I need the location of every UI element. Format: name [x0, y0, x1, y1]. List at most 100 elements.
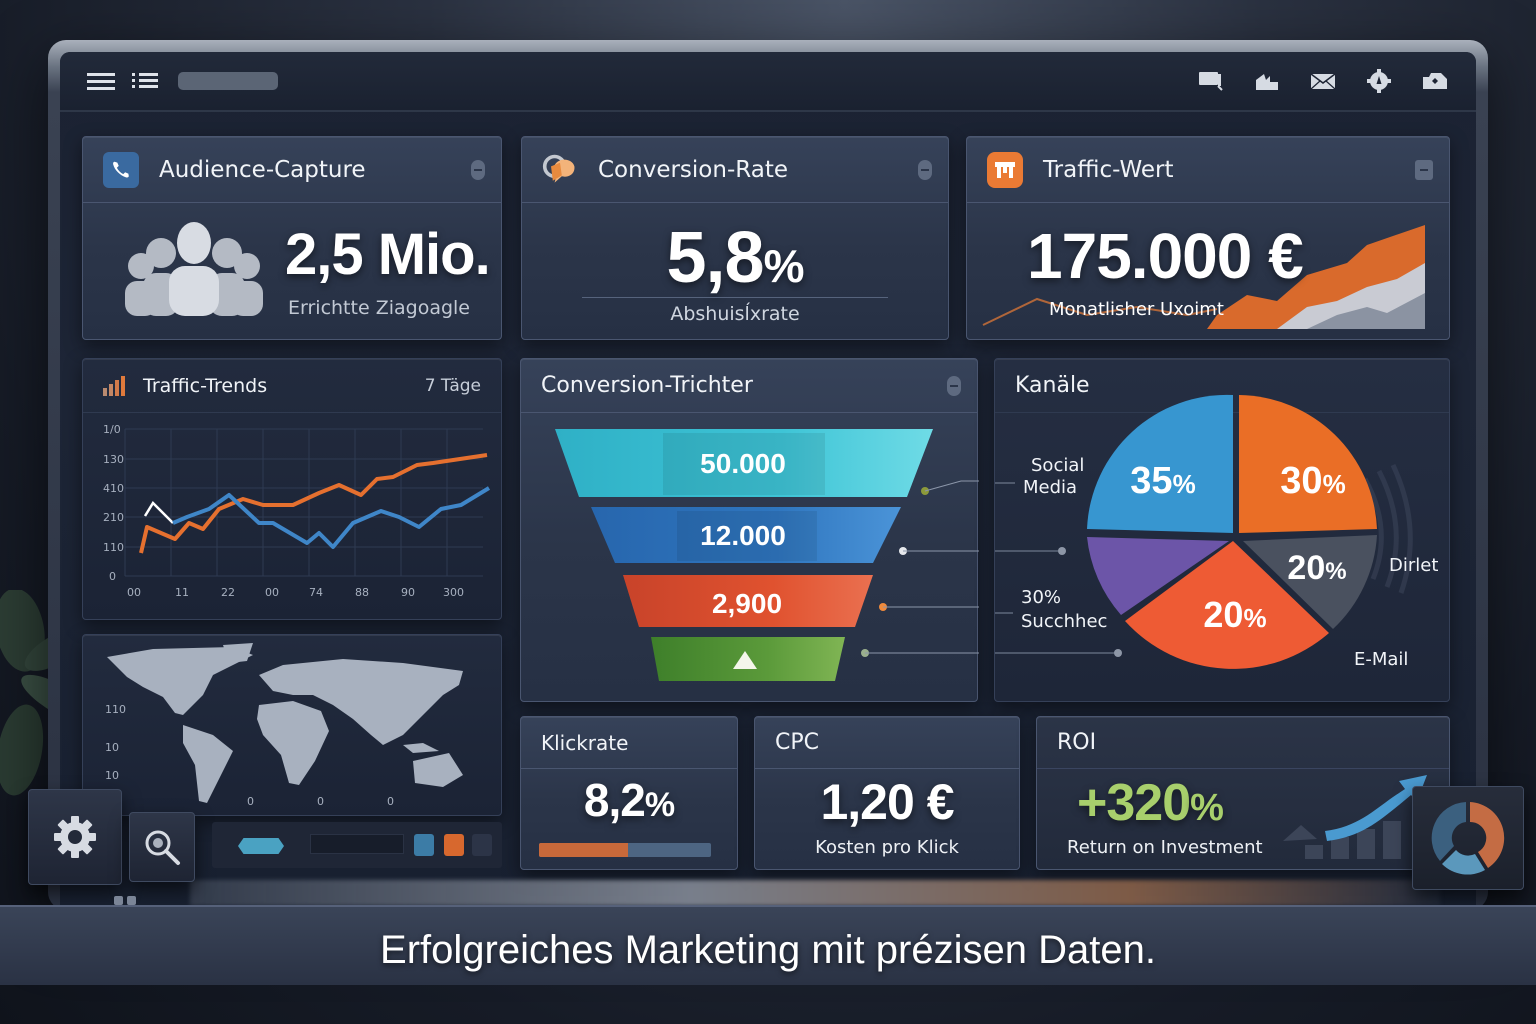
- hamburger-menu-icon[interactable]: [86, 69, 116, 93]
- pager-dots: [114, 896, 136, 905]
- ctr-value: 8,2: [583, 774, 646, 826]
- legend-social-media: Media: [1023, 477, 1077, 498]
- phone-icon: [103, 151, 139, 188]
- toggle-pill[interactable]: [238, 838, 284, 854]
- audience-value: 2,5 Mio.: [285, 222, 491, 287]
- ctr-value-wrap: 8,2%: [521, 773, 737, 827]
- conversion-rate-card: Conversion-Rate 5,8% Abshuisĺxrate: [521, 136, 949, 340]
- funnel-stage-2-value: 12.000: [700, 520, 786, 551]
- svg-text:00: 00: [127, 586, 141, 599]
- swatch-gray[interactable]: [472, 834, 492, 856]
- svg-text:0: 0: [387, 795, 394, 808]
- svg-text:210: 210: [103, 511, 124, 524]
- drag-handle[interactable]: [471, 159, 485, 180]
- card-title: Audience-Capture: [159, 156, 366, 183]
- drag-handle[interactable]: [1415, 159, 1433, 180]
- roi-unit: %: [1190, 787, 1224, 829]
- channels-card: Kanäle 35% 30% 20% 20% Social Media: [994, 358, 1450, 702]
- svg-text:0: 0: [317, 795, 324, 808]
- svg-text:130: 130: [103, 453, 124, 466]
- roi-value: +320: [1077, 774, 1191, 832]
- svg-text:0: 0: [247, 795, 254, 808]
- svg-text:110: 110: [105, 703, 126, 716]
- conversion-value-wrap: 5,8%: [522, 217, 948, 299]
- mini-input[interactable]: [310, 834, 404, 854]
- settings-button[interactable]: [28, 789, 122, 885]
- triangle-up-icon: [733, 651, 757, 669]
- card-title: ROI: [1057, 730, 1097, 755]
- ctr-progress-bar: [539, 843, 711, 857]
- growth-arrow-icon: [1283, 775, 1427, 859]
- footer-band: [0, 905, 1536, 985]
- audience-label: Errichtte Ziagoagle: [288, 297, 470, 319]
- click-rate-card: Klickrate 8,2%: [520, 716, 738, 870]
- conversion-funnel-card: Conversion-Trichter 50.000 12.000 2,9: [520, 358, 979, 702]
- world-map-card: 110 10 10 0 0 0: [82, 634, 502, 816]
- traffic-value-area-chart: [982, 225, 1425, 329]
- pager-dot[interactable]: [114, 896, 123, 905]
- people-group-icon: [125, 222, 263, 316]
- card-title: Conversion-Trichter: [541, 373, 753, 398]
- gear-badge-icon[interactable]: [1364, 69, 1394, 93]
- svg-text:30%: 30%: [1280, 460, 1345, 502]
- dashboard-screen: Audience-Capture 2,5 Mio. Errichtte Ziag…: [60, 52, 1476, 910]
- traffic-trends-card: Traffic-Trends 7 Täge 1/0 130 410 210 11…: [82, 358, 502, 620]
- card-title: Klickrate: [541, 730, 629, 755]
- conversion-unit: %: [763, 240, 805, 292]
- chat-bubbles-icon: [542, 152, 578, 188]
- donut-chart-icon: [1431, 802, 1505, 875]
- chat-search-icon[interactable]: [1196, 69, 1226, 93]
- traffic-value-label: Monatlisher Uxoimt: [1049, 299, 1224, 320]
- channels-pie-chart: 35% 30% 20% 20% Social Media 30% Succhhe…: [995, 394, 1438, 670]
- conversion-label: Abshuisĺxrate: [670, 303, 800, 325]
- top-toolbar: [60, 52, 1476, 112]
- store-icon: [987, 151, 1023, 188]
- home-chart-icon[interactable]: [1252, 69, 1282, 93]
- cpc-card: CPC 1,20 € Kosten pro Klick: [754, 716, 1020, 870]
- gear-icon: [54, 816, 96, 858]
- search-button[interactable]: [129, 812, 195, 882]
- legend-social: Social: [1031, 455, 1084, 476]
- donut-widget[interactable]: [1412, 786, 1524, 890]
- ctr-unit: %: [644, 786, 675, 824]
- search-pill[interactable]: [178, 72, 278, 90]
- mail-icon[interactable]: [1308, 69, 1338, 93]
- funnel-stage-3-value: 2,900: [712, 588, 782, 619]
- legend-direct: Dirlet: [1389, 555, 1438, 576]
- monitor-frame: Audience-Capture 2,5 Mio. Errichtte Ziag…: [48, 40, 1488, 910]
- list-icon[interactable]: [130, 69, 160, 93]
- divider: [582, 297, 888, 298]
- funnel-chart: 50.000 12.000 2,900: [555, 429, 979, 681]
- svg-text:0: 0: [109, 570, 116, 583]
- svg-text:10: 10: [105, 769, 119, 782]
- swatch-orange[interactable]: [444, 834, 464, 856]
- swatch-blue[interactable]: [414, 834, 434, 856]
- svg-text:1/0: 1/0: [103, 423, 121, 436]
- card-title: Traffic-Wert: [1043, 156, 1174, 183]
- traffic-value-amount: 175.000 €: [1027, 220, 1304, 292]
- traffic-trends-line-chart: 1/0 130 410 210 110 0 00 11 22 00 74 88 …: [103, 423, 491, 599]
- card-title: Conversion-Rate: [598, 156, 788, 183]
- audience-capture-card: Audience-Capture 2,5 Mio. Errichtte Ziag…: [82, 136, 502, 340]
- legend-search-pct: 30%: [1021, 587, 1061, 608]
- svg-text:110: 110: [103, 541, 124, 554]
- bar-chart-icon: [103, 375, 125, 396]
- drag-handle[interactable]: [947, 375, 961, 396]
- conversion-value: 5,8: [666, 218, 765, 298]
- svg-text:88: 88: [355, 586, 369, 599]
- svg-text:90: 90: [401, 586, 415, 599]
- camera-icon[interactable]: [1420, 69, 1450, 93]
- svg-text:10: 10: [105, 741, 119, 754]
- legend-email: E-Mail: [1354, 649, 1408, 670]
- search-icon: [145, 830, 180, 865]
- shelf-glow: [190, 880, 1440, 906]
- range-selector[interactable]: 7 Täge: [424, 375, 481, 396]
- svg-text:22: 22: [221, 586, 235, 599]
- legend-search: Succhhec: [1021, 611, 1107, 632]
- world-map: 110 10 10 0 0 0: [105, 643, 463, 808]
- svg-text:20%: 20%: [1287, 549, 1346, 587]
- pager-dot[interactable]: [127, 896, 136, 905]
- roi-label: Return on Investment: [1067, 837, 1263, 858]
- svg-text:300: 300: [443, 586, 464, 599]
- drag-handle[interactable]: [918, 159, 932, 180]
